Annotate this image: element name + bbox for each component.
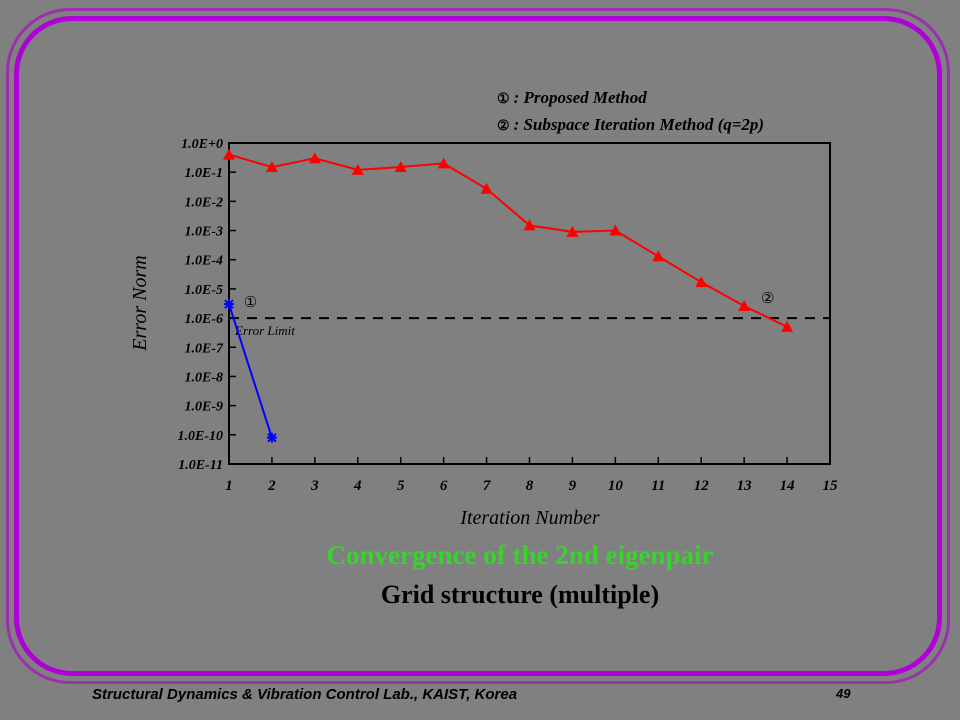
x-tick-label: 11 xyxy=(651,478,665,494)
y-tick-label: 1.0E+0 xyxy=(181,137,223,152)
legend-text-1: : Proposed Method xyxy=(513,88,647,107)
error-limit-label: Error Limit xyxy=(234,323,295,338)
series-subspace-point xyxy=(523,219,536,231)
caption-subtitle: Grid structure (multiple) xyxy=(380,580,660,609)
y-tick-label: 1.0E-6 xyxy=(185,312,224,327)
series-subspace-point xyxy=(308,152,321,164)
page-number: 49 xyxy=(836,686,851,701)
y-axis-title: Error Norm xyxy=(129,255,151,351)
x-tick-label: 5 xyxy=(397,478,405,494)
series-proposed-line xyxy=(228,303,273,438)
x-tick-label: 14 xyxy=(780,478,796,494)
series-subspace-point xyxy=(781,320,794,332)
y-tick-label: 1.0E-4 xyxy=(185,254,224,269)
series-subspace-point xyxy=(394,161,407,173)
x-tick-label: 1 xyxy=(225,478,233,494)
caption-title: Convergence of the 2nd eigenpair xyxy=(326,540,714,570)
legend-entry-subspace: ②: Subspace Iteration Method (q=2p) xyxy=(497,115,764,135)
y-tick-label: 1.0E-2 xyxy=(185,195,224,210)
y-tick-label: 1.0E-7 xyxy=(185,341,225,356)
series-subspace-label: ② xyxy=(761,289,774,307)
series-proposed-point xyxy=(224,299,234,310)
y-tick-label: 1.0E-8 xyxy=(185,370,224,385)
series-proposed-point xyxy=(266,432,277,443)
series-subspace-point xyxy=(265,161,278,173)
series-subspace-point xyxy=(738,299,751,311)
inner-frame xyxy=(14,16,942,676)
series-subspace-point xyxy=(351,163,364,175)
series-subspace-point xyxy=(566,225,579,237)
x-tick-label: 10 xyxy=(608,478,624,494)
series-subspace-point xyxy=(437,157,450,169)
y-tick-label: 1.0E-3 xyxy=(185,225,224,240)
x-tick-label: 12 xyxy=(694,478,710,494)
outer-frame xyxy=(6,8,950,684)
series-subspace-point xyxy=(652,250,665,262)
series-subspace-point xyxy=(609,224,622,236)
legend-marker-2: ② xyxy=(497,119,510,134)
y-tick-label: 1.0E-10 xyxy=(178,429,224,444)
y-tick-label: 1.0E-9 xyxy=(185,400,224,415)
y-tick-label: 1.0E-1 xyxy=(185,166,224,181)
x-tick-label: 4 xyxy=(353,478,362,494)
x-tick-label: 7 xyxy=(483,478,491,494)
legend-text-2: : Subspace Iteration Method (q=2p) xyxy=(513,115,765,134)
x-tick-label: 8 xyxy=(526,478,534,494)
x-tick-label: 15 xyxy=(823,478,839,494)
legend-marker-1: ① xyxy=(497,92,510,107)
series-proposed-label: ① xyxy=(244,293,257,311)
y-tick-label: 1.0E-11 xyxy=(178,458,223,473)
x-axis-title: Iteration Number xyxy=(459,507,600,529)
y-tick-label: 1.0E-5 xyxy=(185,283,224,298)
legend-entry-proposed: ①: Proposed Method xyxy=(497,88,647,108)
series-subspace-point xyxy=(480,182,493,194)
series-subspace-point xyxy=(223,148,235,160)
footer-lab-name: Structural Dynamics & Vibration Control … xyxy=(92,686,518,703)
x-tick-label: 3 xyxy=(310,478,319,494)
series-subspace-line xyxy=(228,153,788,328)
series-subspace-point xyxy=(695,276,708,288)
x-tick-label: 2 xyxy=(267,478,276,494)
x-tick-label: 6 xyxy=(440,478,448,494)
x-tick-label: 9 xyxy=(569,478,577,494)
x-tick-label: 13 xyxy=(737,478,753,494)
